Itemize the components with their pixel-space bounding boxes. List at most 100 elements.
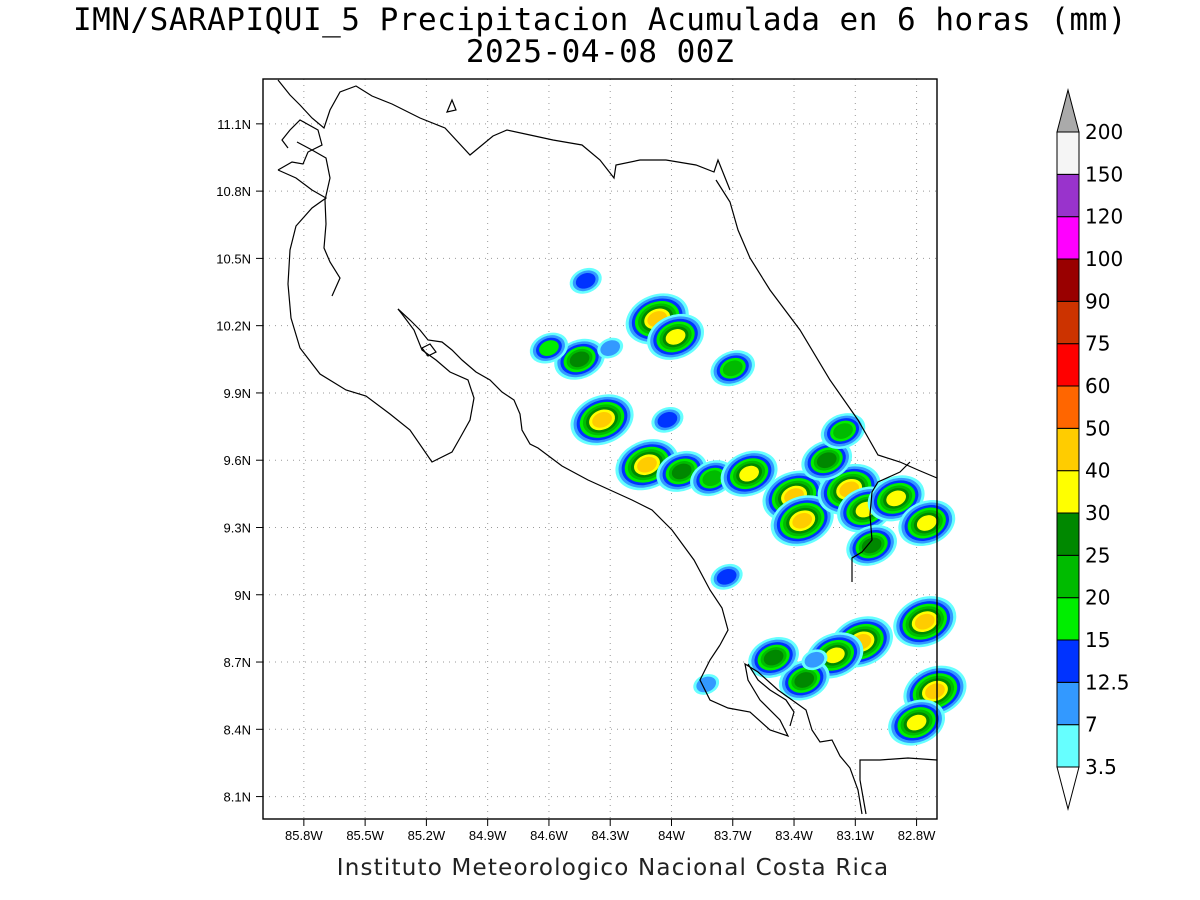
colorbar-swatch	[1056, 131, 1080, 175]
colorbar-legend: 3.5 7 12.5 15 20 25 30 40 50 60 75 90 100 120 150 200	[1056, 88, 1130, 811]
nicaragua-pacific-coast	[277, 119, 323, 171]
colorbar-label: 90	[1085, 289, 1110, 313]
y-tick-label: 8.4N	[224, 722, 251, 737]
precip-contour	[861, 537, 882, 554]
colorbar-swatch	[1056, 300, 1080, 345]
x-tick-label: 83.1W	[837, 828, 875, 843]
colorbar-label: 100	[1085, 247, 1123, 271]
colorbar-swatch	[1056, 554, 1080, 599]
colorbar-swatch	[1056, 597, 1080, 641]
y-tick-label: 8.1N	[224, 790, 251, 805]
x-tick-label: 84.9W	[469, 828, 507, 843]
colorbar-label: 15	[1085, 628, 1110, 652]
precip-contour	[657, 411, 678, 428]
colorbar-swatch	[1056, 216, 1080, 260]
panama-pacific-coast	[859, 757, 938, 815]
colorbar-swatch	[1056, 343, 1080, 387]
colorbar-swatch	[1056, 385, 1080, 429]
precip-contour	[600, 340, 621, 356]
colorbar-swatch	[1056, 427, 1080, 472]
precip-contour	[825, 647, 845, 664]
precip-contour	[575, 272, 596, 289]
x-tick-label: 84.6W	[530, 828, 568, 843]
y-tick-label: 8.7N	[224, 655, 251, 670]
northern-border	[296, 141, 341, 297]
grid-lines	[263, 79, 937, 819]
footer-credit: Instituto Meteorologico Nacional Costa R…	[336, 855, 890, 881]
x-tick-label: 83.7W	[714, 828, 752, 843]
colorbar-swatch	[1056, 173, 1080, 218]
precip-contour	[906, 714, 927, 731]
precip-contour	[539, 340, 559, 356]
chart-subtitle-datetime: 2025-04-08 00Z	[465, 34, 735, 70]
x-tick-label: 85.2W	[408, 828, 446, 843]
x-tick-label: 84.3W	[591, 828, 629, 843]
precip-contour	[671, 463, 692, 480]
colorbar-low-arrow	[1056, 766, 1080, 811]
nicoya-island	[421, 343, 437, 357]
y-tick-label: 10.8N	[216, 184, 251, 199]
precip-contour	[916, 515, 937, 531]
colorbar-label: 75	[1085, 332, 1110, 356]
precip-contour	[637, 456, 657, 473]
colorbar-swatch	[1056, 258, 1080, 302]
x-tick-label: 82.8W	[898, 828, 936, 843]
colorbar-swatch	[1056, 639, 1080, 683]
colorbar-label: 12.5	[1085, 670, 1130, 694]
precip-contour	[592, 411, 612, 428]
colorbar-swatch	[1056, 470, 1080, 514]
precip-contour	[696, 676, 717, 693]
nicaragua-caribbean-coast	[277, 79, 731, 191]
colorbar-high-arrow	[1056, 88, 1080, 133]
colorbar-swatch	[1056, 512, 1080, 556]
x-axis-ticks: 85.8W 85.5W 85.2W 84.9W 84.6W 84.3W 84W 83.7W 83…	[285, 819, 936, 843]
x-tick-label: 84W	[658, 828, 685, 843]
map-frame	[262, 78, 938, 820]
gulf-of-nicoya	[397, 308, 729, 646]
x-tick-label: 85.5W	[346, 828, 384, 843]
x-tick-label: 83.4W	[775, 828, 813, 843]
y-tick-label: 9.9N	[224, 386, 251, 401]
precip-contour	[804, 651, 825, 668]
colorbar-label: 200	[1085, 120, 1123, 144]
precip-contour	[792, 512, 813, 529]
peninsula-top	[446, 98, 457, 113]
y-tick-label: 9.3N	[224, 520, 251, 535]
precip-contour	[816, 452, 837, 469]
colorbar-label: 40	[1085, 459, 1110, 483]
precip-contour	[763, 649, 784, 666]
precip-contour	[722, 360, 743, 377]
panama-border	[851, 461, 911, 582]
guanacaste-coast	[277, 169, 475, 463]
y-tick-label: 9N	[234, 588, 251, 603]
precip-contour	[886, 490, 907, 507]
y-tick-label: 10.5N	[216, 251, 251, 266]
costa-rica-caribbean-coast	[715, 179, 938, 479]
colorbar-label: 20	[1085, 586, 1110, 610]
colorbar-swatch	[1056, 724, 1080, 768]
precip-contour	[925, 683, 945, 700]
precip-contour	[716, 568, 737, 585]
colorbar-label: 50	[1085, 416, 1110, 440]
y-tick-label: 9.6N	[224, 453, 251, 468]
coastline-borders	[277, 79, 938, 815]
colorbar-label: 30	[1085, 501, 1110, 525]
precip-contour	[833, 423, 853, 439]
colorbar-label: 150	[1085, 162, 1123, 186]
golfo-dulce	[747, 663, 795, 727]
colorbar-label: 25	[1085, 543, 1110, 567]
colorbar-label: 60	[1085, 374, 1110, 398]
x-tick-label: 85.8W	[285, 828, 323, 843]
precip-contour	[665, 329, 686, 345]
colorbar-swatch	[1056, 681, 1080, 726]
y-axis-ticks: 8.1N 8.4N 8.7N 9N 9.3N 9.6N 9.9N 10.2N 10.5N 10.8…	[216, 117, 263, 805]
precip-contour	[739, 465, 759, 482]
precip-contour	[569, 351, 590, 368]
precip-contour	[794, 672, 815, 688]
colorbar-label: 7	[1085, 713, 1098, 737]
y-tick-label: 11.1N	[217, 117, 251, 132]
colorbar-label: 3.5	[1085, 755, 1117, 779]
precip-contour	[914, 613, 935, 630]
chart-title: IMN/SARAPIQUI_5 Precipitacion Acumulada …	[73, 2, 1127, 38]
